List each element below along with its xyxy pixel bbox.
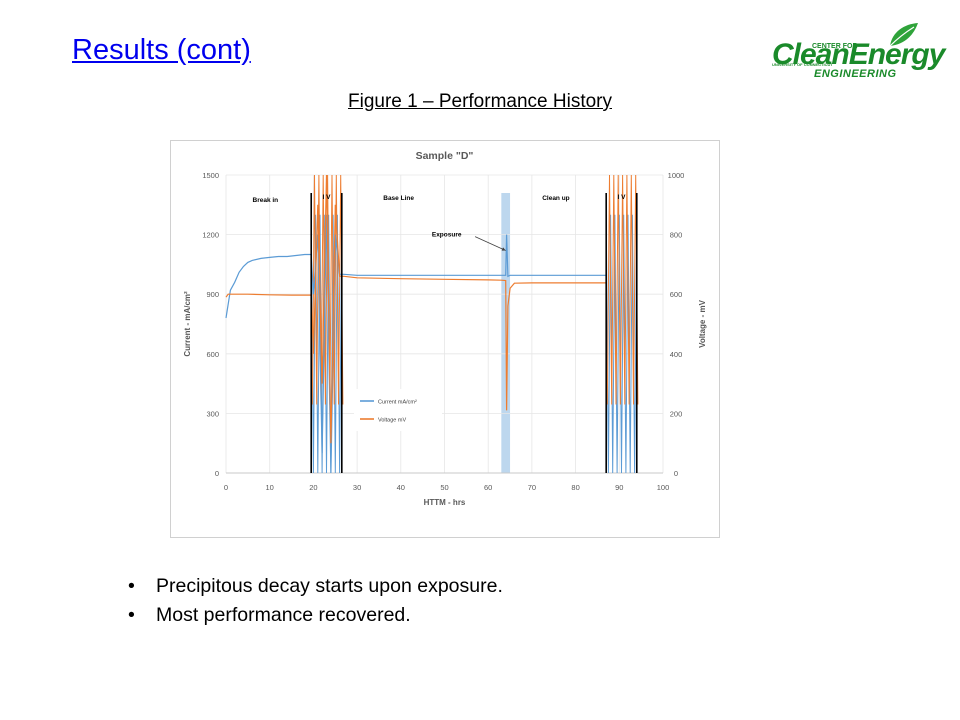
x-tick-label: 40	[397, 483, 405, 492]
bullet-text: Most performance recovered.	[156, 604, 411, 626]
bullet-item-decay: • Precipitous decay starts upon exposure…	[128, 572, 503, 601]
y-right-tick-label: 600	[670, 290, 683, 299]
y-right-tick-label: 200	[670, 409, 683, 418]
x-tick-label: 10	[266, 483, 274, 492]
y-left-tick-label: 1200	[202, 231, 219, 240]
x-tick-label: 20	[309, 483, 317, 492]
performance-history-chart: Sample "D" 0 300 600 900 1200 1500 0 200 400 600 80…	[170, 140, 720, 538]
x-tick-label: 80	[571, 483, 579, 492]
y-left-tick-label: 1500	[202, 171, 219, 180]
logo-line-engineering: ENGINEERING	[814, 68, 897, 80]
y-left-tick-label: 900	[206, 290, 219, 299]
iv-voltage-oscillation	[606, 174, 639, 405]
bullet-item-recovered: • Most performance recovered.	[128, 601, 503, 630]
bullet-list: • Precipitous decay starts upon exposure…	[128, 572, 503, 630]
x-tick-label: 90	[615, 483, 623, 492]
x-tick-label: 100	[657, 483, 670, 492]
x-axis-label: HTTM - hrs	[424, 498, 466, 507]
bullet-text: Precipitous decay starts upon exposure.	[156, 575, 503, 597]
chart-annotation: I V	[323, 194, 332, 201]
legend-box	[354, 389, 442, 431]
logo-line-clean-energy: CleanEnergy	[772, 38, 945, 71]
chart-annotation: Base Line	[383, 195, 414, 202]
iv-current-oscillation	[310, 214, 343, 474]
bullet-glyph: •	[128, 575, 135, 597]
chart-annotation: Break in	[253, 197, 279, 204]
y-right-axis-label: Voltage - mV	[698, 299, 707, 348]
x-tick-label: 30	[353, 483, 361, 492]
slide-title[interactable]: Results (cont)	[72, 34, 251, 66]
y-left-tick-label: 0	[215, 469, 219, 478]
chart-annotation: Clean up	[542, 195, 569, 202]
clean-energy-logo: CENTER FOR CleanEnergy UNIVERSITY OF CON…	[768, 22, 945, 82]
legend-label: Voltage mV	[378, 418, 406, 424]
bullet-glyph: •	[128, 604, 135, 626]
logo-line-center-for: CENTER FOR	[812, 43, 858, 50]
iv-current-oscillation	[605, 214, 638, 474]
y-left-tick-label: 600	[206, 350, 219, 359]
iv-voltage-oscillation	[311, 174, 344, 405]
logo-line-university: UNIVERSITY OF CONNECTICUT	[772, 62, 833, 67]
exposure-arrow-line	[474, 236, 506, 251]
leaf-icon	[889, 23, 918, 47]
exposure-arrow-head	[501, 247, 506, 251]
y-left-axis-label: Current - mA/cm²	[183, 291, 192, 357]
legend-label: Current mA/cm²	[378, 400, 417, 406]
figure-caption: Figure 1 – Performance History	[348, 91, 612, 112]
y-left-tick-label: 300	[206, 409, 219, 418]
chart-annotation: Exposure	[432, 232, 462, 239]
y-right-tick-label: 800	[670, 231, 683, 240]
y-right-tick-label: 1000	[668, 171, 685, 180]
x-tick-label: 50	[440, 483, 448, 492]
x-tick-label: 0	[224, 483, 228, 492]
y-right-tick-label: 0	[674, 469, 678, 478]
y-right-tick-label: 400	[670, 350, 683, 359]
series-line-voltage	[225, 174, 607, 444]
x-tick-label: 60	[484, 483, 492, 492]
chart-annotation: I V	[618, 194, 627, 201]
series-line-current	[225, 214, 607, 474]
chart-svg: Sample "D"030060090012001500020040060080…	[183, 150, 707, 507]
x-tick-label: 70	[528, 483, 536, 492]
chart-title: Sample "D"	[416, 150, 474, 162]
